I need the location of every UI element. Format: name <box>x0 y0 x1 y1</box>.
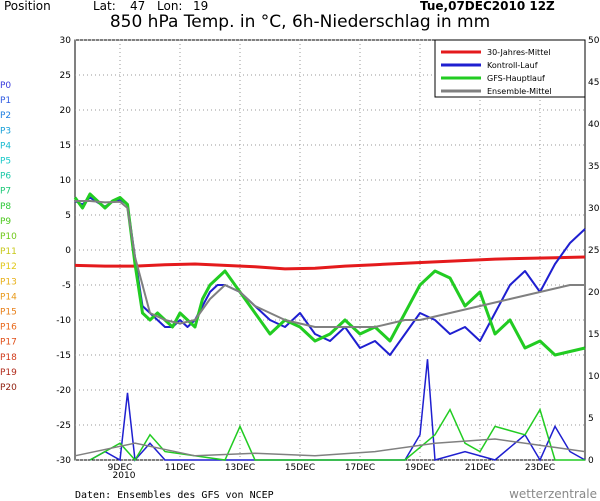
source-note: Daten: Ensembles des GFS von NCEP <box>75 490 274 501</box>
precip-series <box>74 359 586 462</box>
member-label: P2 <box>0 111 11 121</box>
y2-tick-label: 35 <box>588 162 599 172</box>
y-tick-label: -15 <box>56 351 71 361</box>
member-label: P13 <box>0 277 17 287</box>
member-label: P16 <box>0 323 17 333</box>
member-label: P17 <box>0 338 17 348</box>
lat-value: 47 <box>130 0 145 13</box>
legend-box <box>434 39 586 98</box>
temperature-series <box>73 192 586 357</box>
x-tick-label: 19DEC <box>405 463 435 473</box>
member-label: P0 <box>0 81 11 91</box>
run-label: Tue,07DEC2010 12Z <box>420 0 555 13</box>
member-label: P3 <box>0 126 11 136</box>
y-tick-label: 5 <box>65 211 71 221</box>
y-tick-label: 25 <box>60 71 71 81</box>
y2-tick-label: 25 <box>588 246 599 256</box>
precip-line <box>89 407 585 462</box>
series-line <box>74 255 586 271</box>
x-tick-label: 21DEC <box>465 463 495 473</box>
legend-label: 30-Jahres-Mittel <box>487 48 550 57</box>
series-line <box>75 200 585 328</box>
y-tick-label: 15 <box>60 141 71 151</box>
precip-line <box>89 359 586 462</box>
y-tick-label: -5 <box>62 281 71 291</box>
member-label: P7 <box>0 187 11 197</box>
y-tick-label: -20 <box>56 386 71 396</box>
x-year-label: 2010 <box>113 471 136 481</box>
y-tick-label: -30 <box>56 456 71 466</box>
y-tick-label: -10 <box>56 316 71 326</box>
y2-tick-label: 0 <box>588 456 594 466</box>
member-label: P14 <box>0 292 17 302</box>
member-label: P9 <box>0 217 11 227</box>
y-tick-label: 20 <box>60 106 72 116</box>
y2-tick-label: 15 <box>588 330 599 340</box>
y2-tick-label: 20 <box>588 288 600 298</box>
member-label: P12 <box>0 262 17 272</box>
y-tick-label: -25 <box>56 421 71 431</box>
x-tick-label: 9DEC <box>108 463 133 473</box>
member-label: P10 <box>0 232 17 242</box>
member-label: P6 <box>0 172 11 182</box>
lon-value: 19 <box>193 0 208 13</box>
left-axis: 30 25 20 15 10 5 0 -5 -10 -15 -20 -25 -30 <box>56 36 71 466</box>
member-label: P1 <box>0 96 11 106</box>
legend-label: GFS-Hauptlauf <box>487 74 545 83</box>
x-tick-label: 23DEC <box>525 463 555 473</box>
brand-logo: wetterzentrale <box>509 487 597 501</box>
y2-tick-label: 45 <box>588 78 599 88</box>
lat-label: Lat: <box>93 0 116 13</box>
x-tick-label: 15DEC <box>285 463 315 473</box>
legend-label: Ensemble-Mittel <box>487 87 552 96</box>
lon-label: Lon: <box>157 0 182 13</box>
member-label: P11 <box>0 247 17 257</box>
y2-tick-label: 5 <box>588 414 594 424</box>
member-label: P19 <box>0 368 17 378</box>
x-tick-label: 11DEC <box>165 463 195 473</box>
member-label: P5 <box>0 157 11 167</box>
chart-title: 850 hPa Temp. in °C, 6h-Niederschlag in … <box>110 12 490 32</box>
y2-tick-label: 30 <box>588 204 600 214</box>
x-tick-label: 13DEC <box>225 463 255 473</box>
y2-tick-label: 10 <box>588 372 600 382</box>
y2-tick-label: 50 <box>588 36 600 46</box>
member-label: P18 <box>0 353 17 363</box>
member-label: P20 <box>0 383 17 393</box>
y-tick-label: 10 <box>60 176 72 186</box>
x-tick-label: 17DEC <box>345 463 375 473</box>
y-tick-label: 30 <box>60 36 72 46</box>
member-label: P8 <box>0 202 11 212</box>
member-label: P15 <box>0 308 17 318</box>
y2-tick-label: 40 <box>588 120 600 130</box>
y-tick-label: 0 <box>65 246 71 256</box>
legend-label: Kontroll-Lauf <box>487 61 538 70</box>
member-label: P4 <box>0 141 11 151</box>
precip-line <box>74 438 586 457</box>
ensemble-member-labels: P0 P1 P2 P3 P4 P5 P6 P7 P8 P9 P10 P11 P12 P13 P14 P15 P1… <box>0 81 17 393</box>
legend: 30-Jahres-Mittel Kontroll-Lauf GFS-Hauptla… <box>434 39 586 98</box>
position-label: Position <box>4 0 51 13</box>
x-axis: 9DEC 11DEC 13DEC 15DEC 17DEC 19DEC 21DEC 23DEC <box>108 463 556 473</box>
